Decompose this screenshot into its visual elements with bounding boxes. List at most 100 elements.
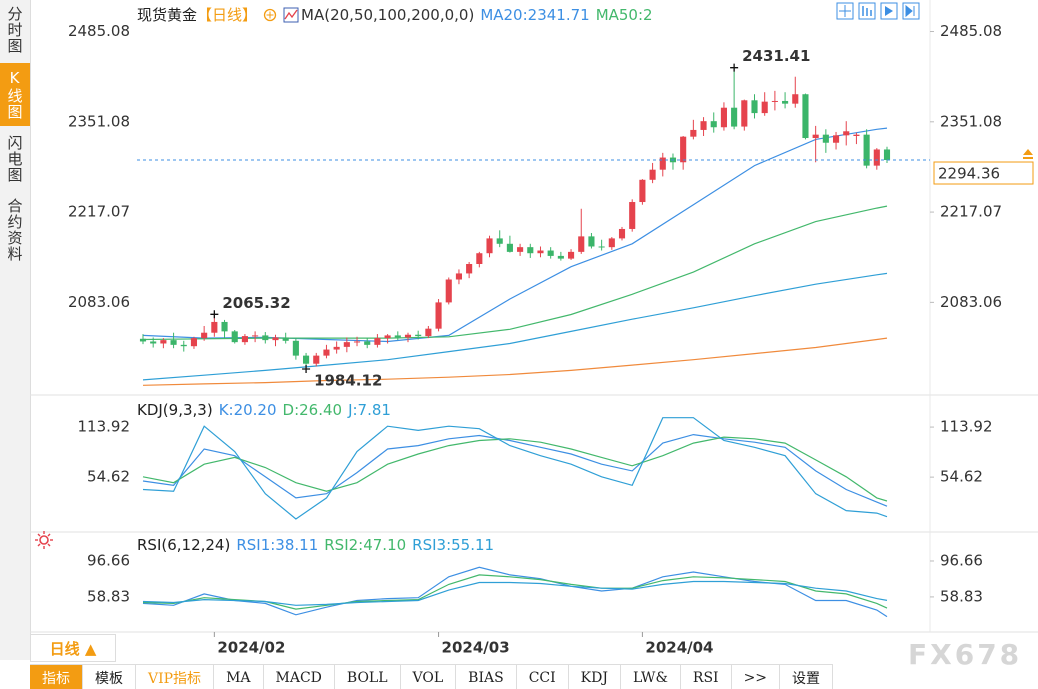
icon-button[interactable] [858,2,876,20]
y-tick-label: 2217.07 [68,203,130,221]
last-price-label: 2294.36 [938,165,1000,183]
y-tick-label: 58.83 [940,587,983,605]
sidebar-tab[interactable]: 分时图 [0,0,30,60]
x-tick-label: 2024/03 [442,639,510,657]
candle-body [680,136,687,163]
kdj-legend: KDJ(9,3,3) K:20.20 D:26.40 J:7.81 [137,401,391,419]
legend-entry: K:20.20 [218,401,277,419]
candle-body [863,134,870,166]
candle-body [333,346,340,350]
legend-entry: RSI1:38.11 [236,536,319,554]
candle-body [853,134,860,136]
y-tick-label: 2485.08 [940,22,1002,40]
candle-body [567,251,575,259]
candle-body [404,334,412,338]
legend-entry: RSI2:47.10 [324,536,407,554]
candle-body [150,341,157,344]
indicator-title: KDJ(9,3,3) [137,401,213,419]
y-tick-label: 96.66 [940,551,983,569]
candle-body [741,100,748,127]
y-tick-label: 2083.06 [68,293,130,311]
indicator-line [142,566,888,618]
toolbar-tab[interactable]: BOLL [335,665,401,689]
toolbar-tab[interactable]: KDJ [569,665,621,689]
icon-button[interactable] [836,2,854,20]
y-tick-label: 54.62 [940,468,983,486]
toolbar-tab[interactable]: LW& [621,665,681,689]
period-button[interactable]: 日线 ▲ [30,634,116,662]
candle-body [455,273,463,280]
rsi-icon [35,531,53,549]
candle-body [751,100,758,114]
toolbar-tab[interactable]: VOL [401,665,457,689]
candle-body [486,238,493,254]
candle-body [435,302,442,329]
candle-body [659,157,666,170]
candle-body [384,335,391,339]
add-icon[interactable] [263,8,277,22]
toolbar-tab[interactable]: RSI [681,665,732,689]
candle-body [517,247,524,252]
candle-body [720,107,727,128]
candle-body [303,355,310,364]
icon-button[interactable] [880,2,898,20]
candle-body [252,335,259,337]
indicator-line [142,417,888,520]
candle-body [323,349,330,356]
main-legend: 现货黄金 【日线】 MA(20,50,100,200,0,0) MA20:234… [137,4,653,25]
sidebar-tab[interactable]: 闪电图 [0,129,30,189]
indicator-icon[interactable] [283,7,299,23]
indicator-toolbar: 指标 模板 VIP指标 MA MACD BOLL VOL BIAS CCI KDJ LW& RSI >>… [30,664,834,689]
y-tick-label: 2351.08 [68,112,130,130]
candle-body [649,169,656,180]
sidebar-tab[interactable]: 合约资料 [0,192,30,268]
toolbar-tab[interactable]: VIP指标 [136,665,215,689]
candle-body [241,336,248,343]
instrument-title: 现货黄金 [137,6,198,24]
price-arrow-icon [1023,149,1033,159]
candle-body [211,321,218,333]
candle-body [527,247,534,254]
y-tick-label: 2083.06 [940,293,1002,311]
toolbar-tab[interactable]: >> [732,665,781,689]
candle-body [731,107,738,127]
y-tick-label: 58.83 [87,587,130,605]
candle-body [170,340,177,345]
extreme-label: 2431.41 [742,47,810,65]
legend-entry: RSI3:55.11 [412,536,495,554]
toolbar-tab[interactable]: MA [214,665,264,689]
candle-body [180,344,187,347]
period-label: 【日线】 [197,6,258,24]
toolbar-tab[interactable]: 指标 [30,665,83,689]
candle-body [629,202,636,229]
indicator-group: MA(20,50,100,200,0,0) [283,6,474,24]
last-price-box [933,161,1034,185]
toolbar-tab[interactable]: CCI [517,665,569,689]
extreme-marker [730,63,739,72]
y-tick-label: 96.66 [87,551,130,569]
sidebar-tab[interactable]: K线图 [0,63,30,126]
candle-body [353,341,361,343]
y-tick-label: 54.62 [87,468,130,486]
candle-body [496,238,503,244]
extreme-marker [302,365,311,374]
y-tick-label: 2351.08 [940,112,1002,130]
toolbar-tab[interactable]: 设置 [780,665,834,689]
toolbar-tab[interactable]: MACD [264,665,335,689]
extreme-label: 2065.32 [222,294,290,312]
candle-body [476,253,483,264]
candle-body [272,337,279,341]
indicator-line [142,580,888,606]
candle-body [547,250,554,256]
toolbar-tab[interactable]: BIAS [456,665,517,689]
candle-body [690,129,697,137]
candle-body [374,338,381,345]
candle-body [710,121,717,128]
legend-entry: D:26.40 [282,401,343,419]
extreme-marker [210,310,219,319]
candle-body [578,236,585,252]
toolbar-tab[interactable]: 模板 [83,665,136,689]
indicator-line [142,272,888,381]
icon-button[interactable] [902,2,920,20]
